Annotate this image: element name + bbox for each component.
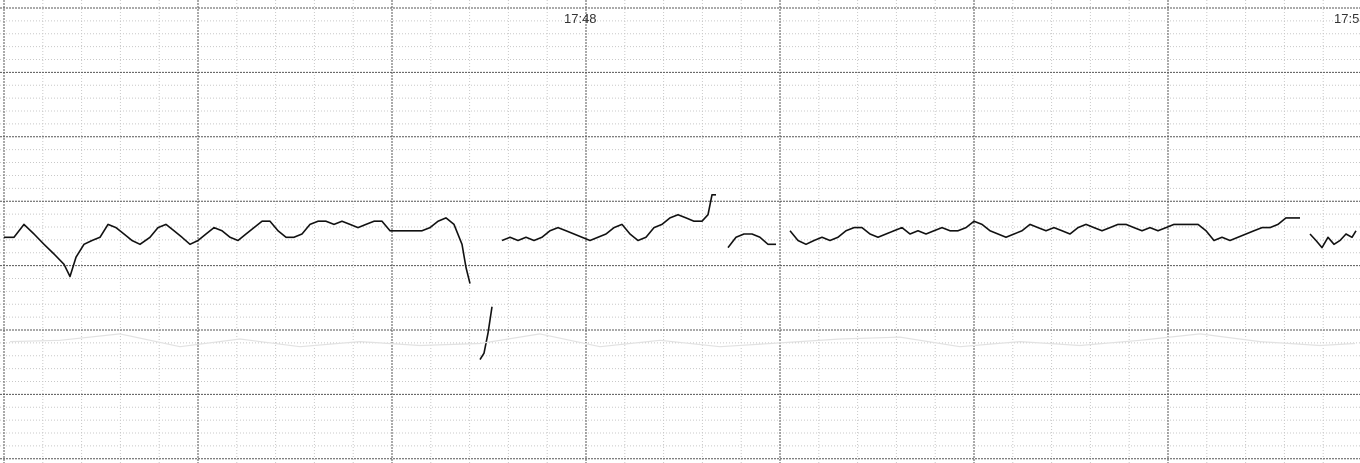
traces <box>4 194 1357 361</box>
trace-segment-0 <box>4 217 471 284</box>
trace-segment-2 <box>501 194 716 242</box>
trace-segment-3 <box>727 233 776 249</box>
trace-segment-1 <box>479 306 493 361</box>
time-label-17-5: 17:5 <box>1334 11 1359 26</box>
trace-segment-5 <box>1309 230 1357 249</box>
trace-segment-4 <box>789 217 1300 246</box>
time-label-1748: 17:48 <box>564 11 597 26</box>
faint-trace-segment-0 <box>9 333 1356 348</box>
